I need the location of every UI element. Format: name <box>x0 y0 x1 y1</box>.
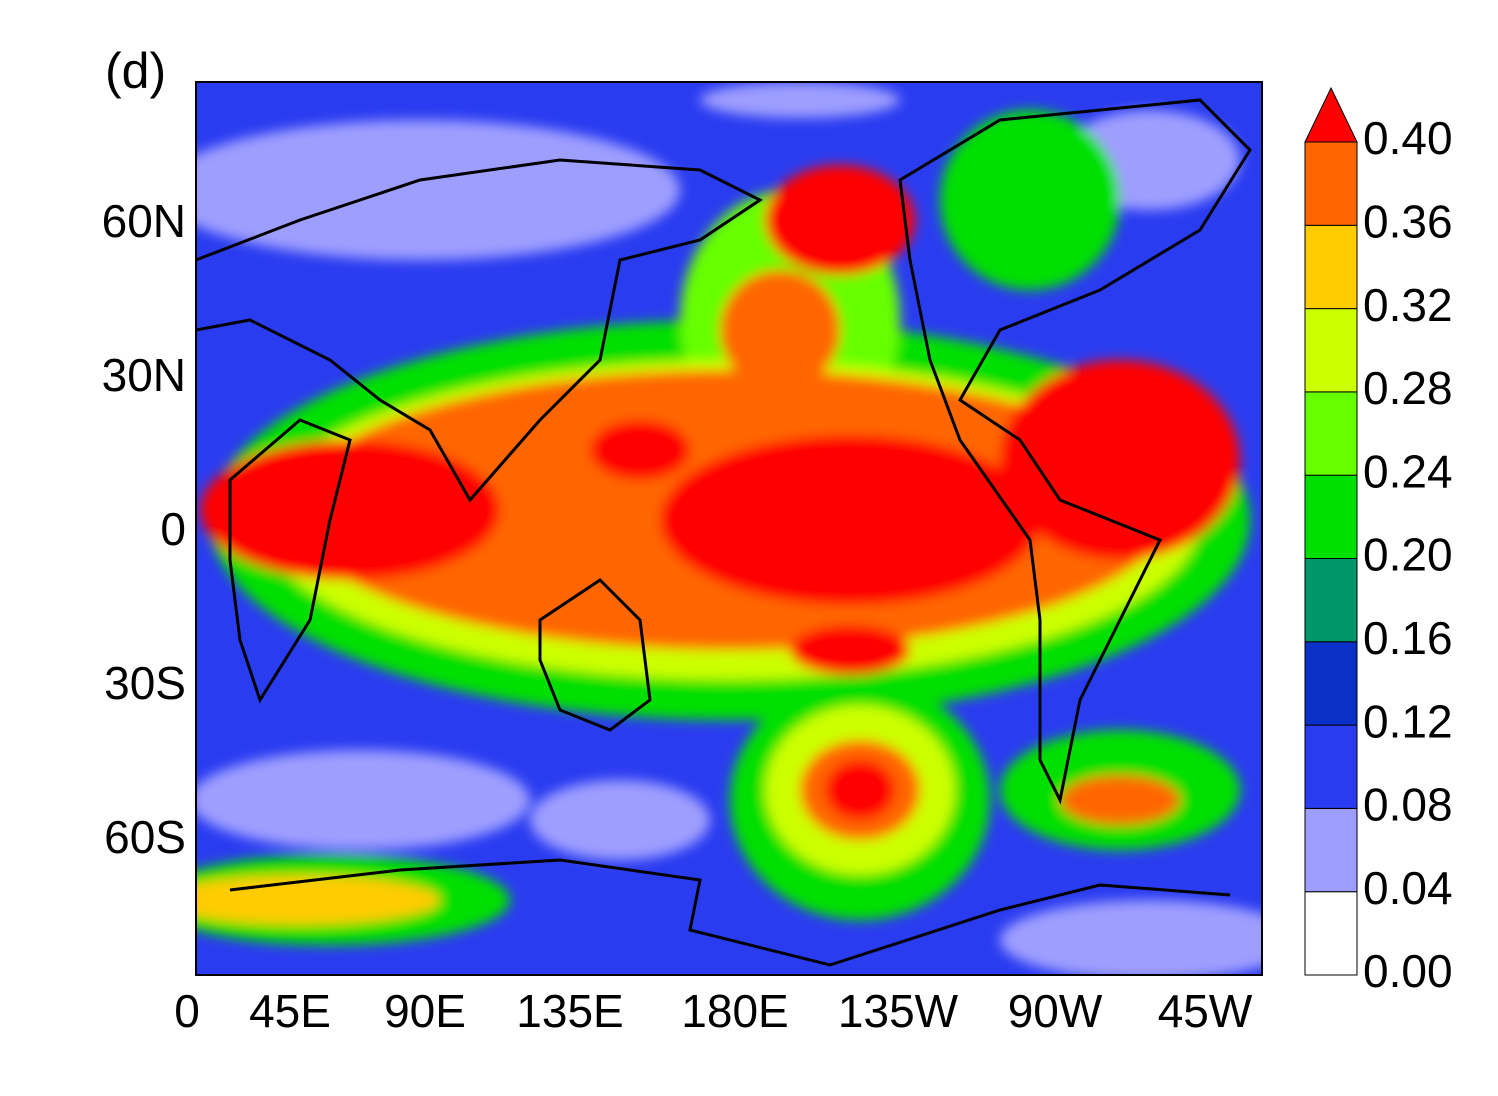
y-tick-label: 0 <box>160 503 186 555</box>
x-tick-label: 180E <box>681 985 788 1037</box>
colorbar-label: 0.32 <box>1363 279 1453 331</box>
colorbar-label: 0.16 <box>1363 612 1453 664</box>
y-tick-label: 60S <box>104 811 186 863</box>
map-frame <box>195 81 1263 976</box>
colorbar-label: 0.20 <box>1363 529 1453 581</box>
x-tick-label: 135W <box>838 985 959 1037</box>
panel-label: (d) <box>105 43 166 99</box>
colorbar-label: 0.04 <box>1363 862 1453 914</box>
map-field <box>196 82 1262 975</box>
x-tick-label: 90W <box>1008 985 1103 1037</box>
y-tick-label: 30N <box>102 349 186 401</box>
colorbar-label: 0.12 <box>1363 695 1453 747</box>
y-tick-label: 30S <box>104 657 186 709</box>
colorbar-box <box>1304 308 1358 393</box>
colorbar-box <box>1304 224 1358 310</box>
colorbar-label: 0.40 <box>1363 112 1453 164</box>
colorbar-box <box>1304 807 1358 893</box>
colorbar-box <box>1304 474 1358 560</box>
x-tick-label: 135E <box>516 985 623 1037</box>
colorbar-box <box>1304 724 1358 809</box>
colorbar-box <box>1304 558 1358 643</box>
colorbar-label: 0.08 <box>1363 779 1453 831</box>
colorbar-label: 0.00 <box>1363 945 1453 997</box>
colorbar-label: 0.36 <box>1363 195 1453 247</box>
x-tick-label: 45W <box>1158 985 1253 1037</box>
x-tick-label: 45E <box>249 985 331 1037</box>
colorbar-triangle <box>1304 86 1358 143</box>
x-tick-label: 90E <box>384 985 466 1037</box>
y-tick-label: 60N <box>102 195 186 247</box>
colorbar-box <box>1304 641 1358 726</box>
colorbar-label: 0.28 <box>1363 362 1453 414</box>
colorbar-label: 0.24 <box>1363 445 1453 497</box>
colorbar-box <box>1304 391 1358 476</box>
colorbar-box <box>1304 891 1358 976</box>
x-tick-label: 0 <box>174 985 200 1037</box>
colorbar: 0.00 0.04 0.08 0.12 0.16 0.20 0.24 0.28 0.32 0.36… <box>1304 86 1453 997</box>
colorbar-box <box>1304 141 1358 226</box>
